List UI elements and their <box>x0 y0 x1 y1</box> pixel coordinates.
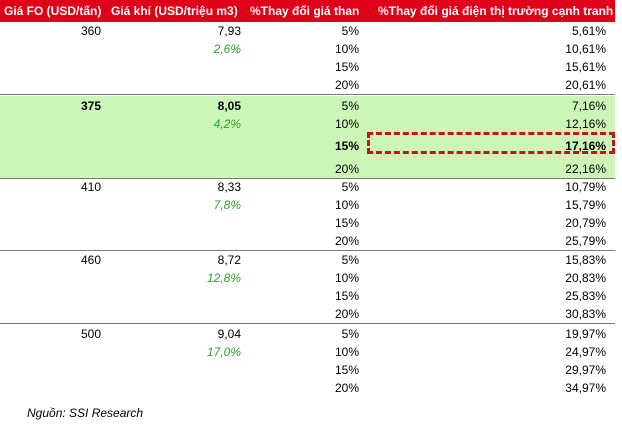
table-header: Giá FO (USD/tấn) Giá khí (USD/triệu m3) … <box>0 0 615 22</box>
gas-price-cell: 9,04 <box>217 327 241 341</box>
table-group: 460 8,72 5% 15,83% 12,8% 10% 20,83% 15% 25,83% 20… <box>0 251 615 323</box>
coal-change-cell: 10% <box>334 117 359 131</box>
coal-change-cell: 15% <box>334 139 359 153</box>
electricity-change-cell: 15,61% <box>565 60 606 74</box>
gas-change-cell: 7,8% <box>213 198 241 212</box>
row-separator <box>0 178 615 179</box>
gas-price-cell: 8,33 <box>217 180 241 194</box>
gas-price-cell: 7,93 <box>217 24 241 38</box>
gas-change-cell: 17,0% <box>206 345 241 359</box>
electricity-change-cell: 25,79% <box>565 234 606 248</box>
electricity-change-cell: 17,16% <box>565 139 606 153</box>
coal-change-cell: 10% <box>334 198 359 212</box>
coal-change-cell: 20% <box>334 161 359 176</box>
coal-change-cell: 20% <box>334 234 359 248</box>
electricity-change-cell: 5,61% <box>571 24 606 38</box>
row-separator <box>0 250 615 251</box>
coal-change-cell: 5% <box>341 180 359 194</box>
coal-change-cell: 5% <box>341 253 359 267</box>
header-electricity-change: %Thay đổi giá điện thị trường cạnh tranh <box>378 4 614 18</box>
electricity-change-cell: 10,79% <box>565 180 606 194</box>
coal-change-cell: 10% <box>334 271 359 285</box>
coal-change-cell: 5% <box>341 327 359 341</box>
electricity-change-cell: 20,83% <box>565 271 606 285</box>
electricity-change-cell: 34,97% <box>565 381 606 395</box>
fo-price-cell: 500 <box>80 327 101 341</box>
fo-price-cell: 410 <box>80 180 101 194</box>
table-group: 500 9,04 5% 19,97% 17,0% 10% 24,97% 15% 29,97% 20… <box>0 325 615 397</box>
electricity-change-cell: 12,16% <box>565 117 606 131</box>
source-note: Nguồn: SSI Research <box>27 406 144 420</box>
row-separator <box>0 94 615 95</box>
header-gas-price: Giá khí (USD/triệu m3) <box>111 4 238 18</box>
table-group: 360 7,93 5% 5,61% 2,6% 10% 10,61% 15% 15,61% 20% 2… <box>0 22 615 94</box>
electricity-change-cell: 22,16% <box>565 161 606 176</box>
electricity-change-cell: 30,83% <box>565 307 606 321</box>
electricity-change-cell: 7,16% <box>571 98 606 113</box>
gas-change-cell: 12,8% <box>206 271 241 285</box>
table-group: 410 8,33 5% 10,79% 7,8% 10% 15,79% 15% 20,79% 20%… <box>0 178 615 250</box>
gas-price-cell: 8,05 <box>217 98 241 113</box>
coal-change-cell: 5% <box>341 98 359 113</box>
coal-change-cell: 20% <box>334 307 359 321</box>
electricity-change-cell: 10,61% <box>565 42 606 56</box>
electricity-change-cell: 29,97% <box>565 363 606 377</box>
coal-change-cell: 20% <box>334 78 359 92</box>
coal-change-cell: 10% <box>334 42 359 56</box>
electricity-change-cell: 15,79% <box>565 198 606 212</box>
gas-change-cell: 4,2% <box>213 117 241 131</box>
gas-price-cell: 8,72 <box>217 253 241 267</box>
coal-change-cell: 15% <box>334 216 359 230</box>
gas-change-cell: 2,6% <box>213 42 241 56</box>
electricity-change-cell: 15,83% <box>565 253 606 267</box>
header-fo-price: Giá FO (USD/tấn) <box>4 4 102 18</box>
coal-change-cell: 15% <box>334 60 359 74</box>
coal-change-cell: 15% <box>334 289 359 303</box>
fo-price-cell: 460 <box>80 253 101 267</box>
table-group: 375 8,05 5% 7,16% 4,2% 10% 12,16% 15% 17,16% 20% 2… <box>0 96 615 178</box>
electricity-change-cell: 25,83% <box>565 289 606 303</box>
electricity-change-cell: 20,61% <box>565 78 606 92</box>
electricity-change-cell: 19,97% <box>565 327 606 341</box>
header-coal-change: %Thay đổi giá than <box>250 4 360 18</box>
fo-price-cell: 360 <box>80 24 101 38</box>
coal-change-cell: 10% <box>334 345 359 359</box>
row-separator <box>0 323 615 324</box>
highlight-box <box>367 132 615 154</box>
coal-change-cell: 15% <box>334 363 359 377</box>
fo-price-cell: 375 <box>80 98 101 113</box>
coal-change-cell: 5% <box>341 24 359 38</box>
coal-change-cell: 20% <box>334 381 359 395</box>
electricity-change-cell: 20,79% <box>565 216 606 230</box>
electricity-change-cell: 24,97% <box>565 345 606 359</box>
